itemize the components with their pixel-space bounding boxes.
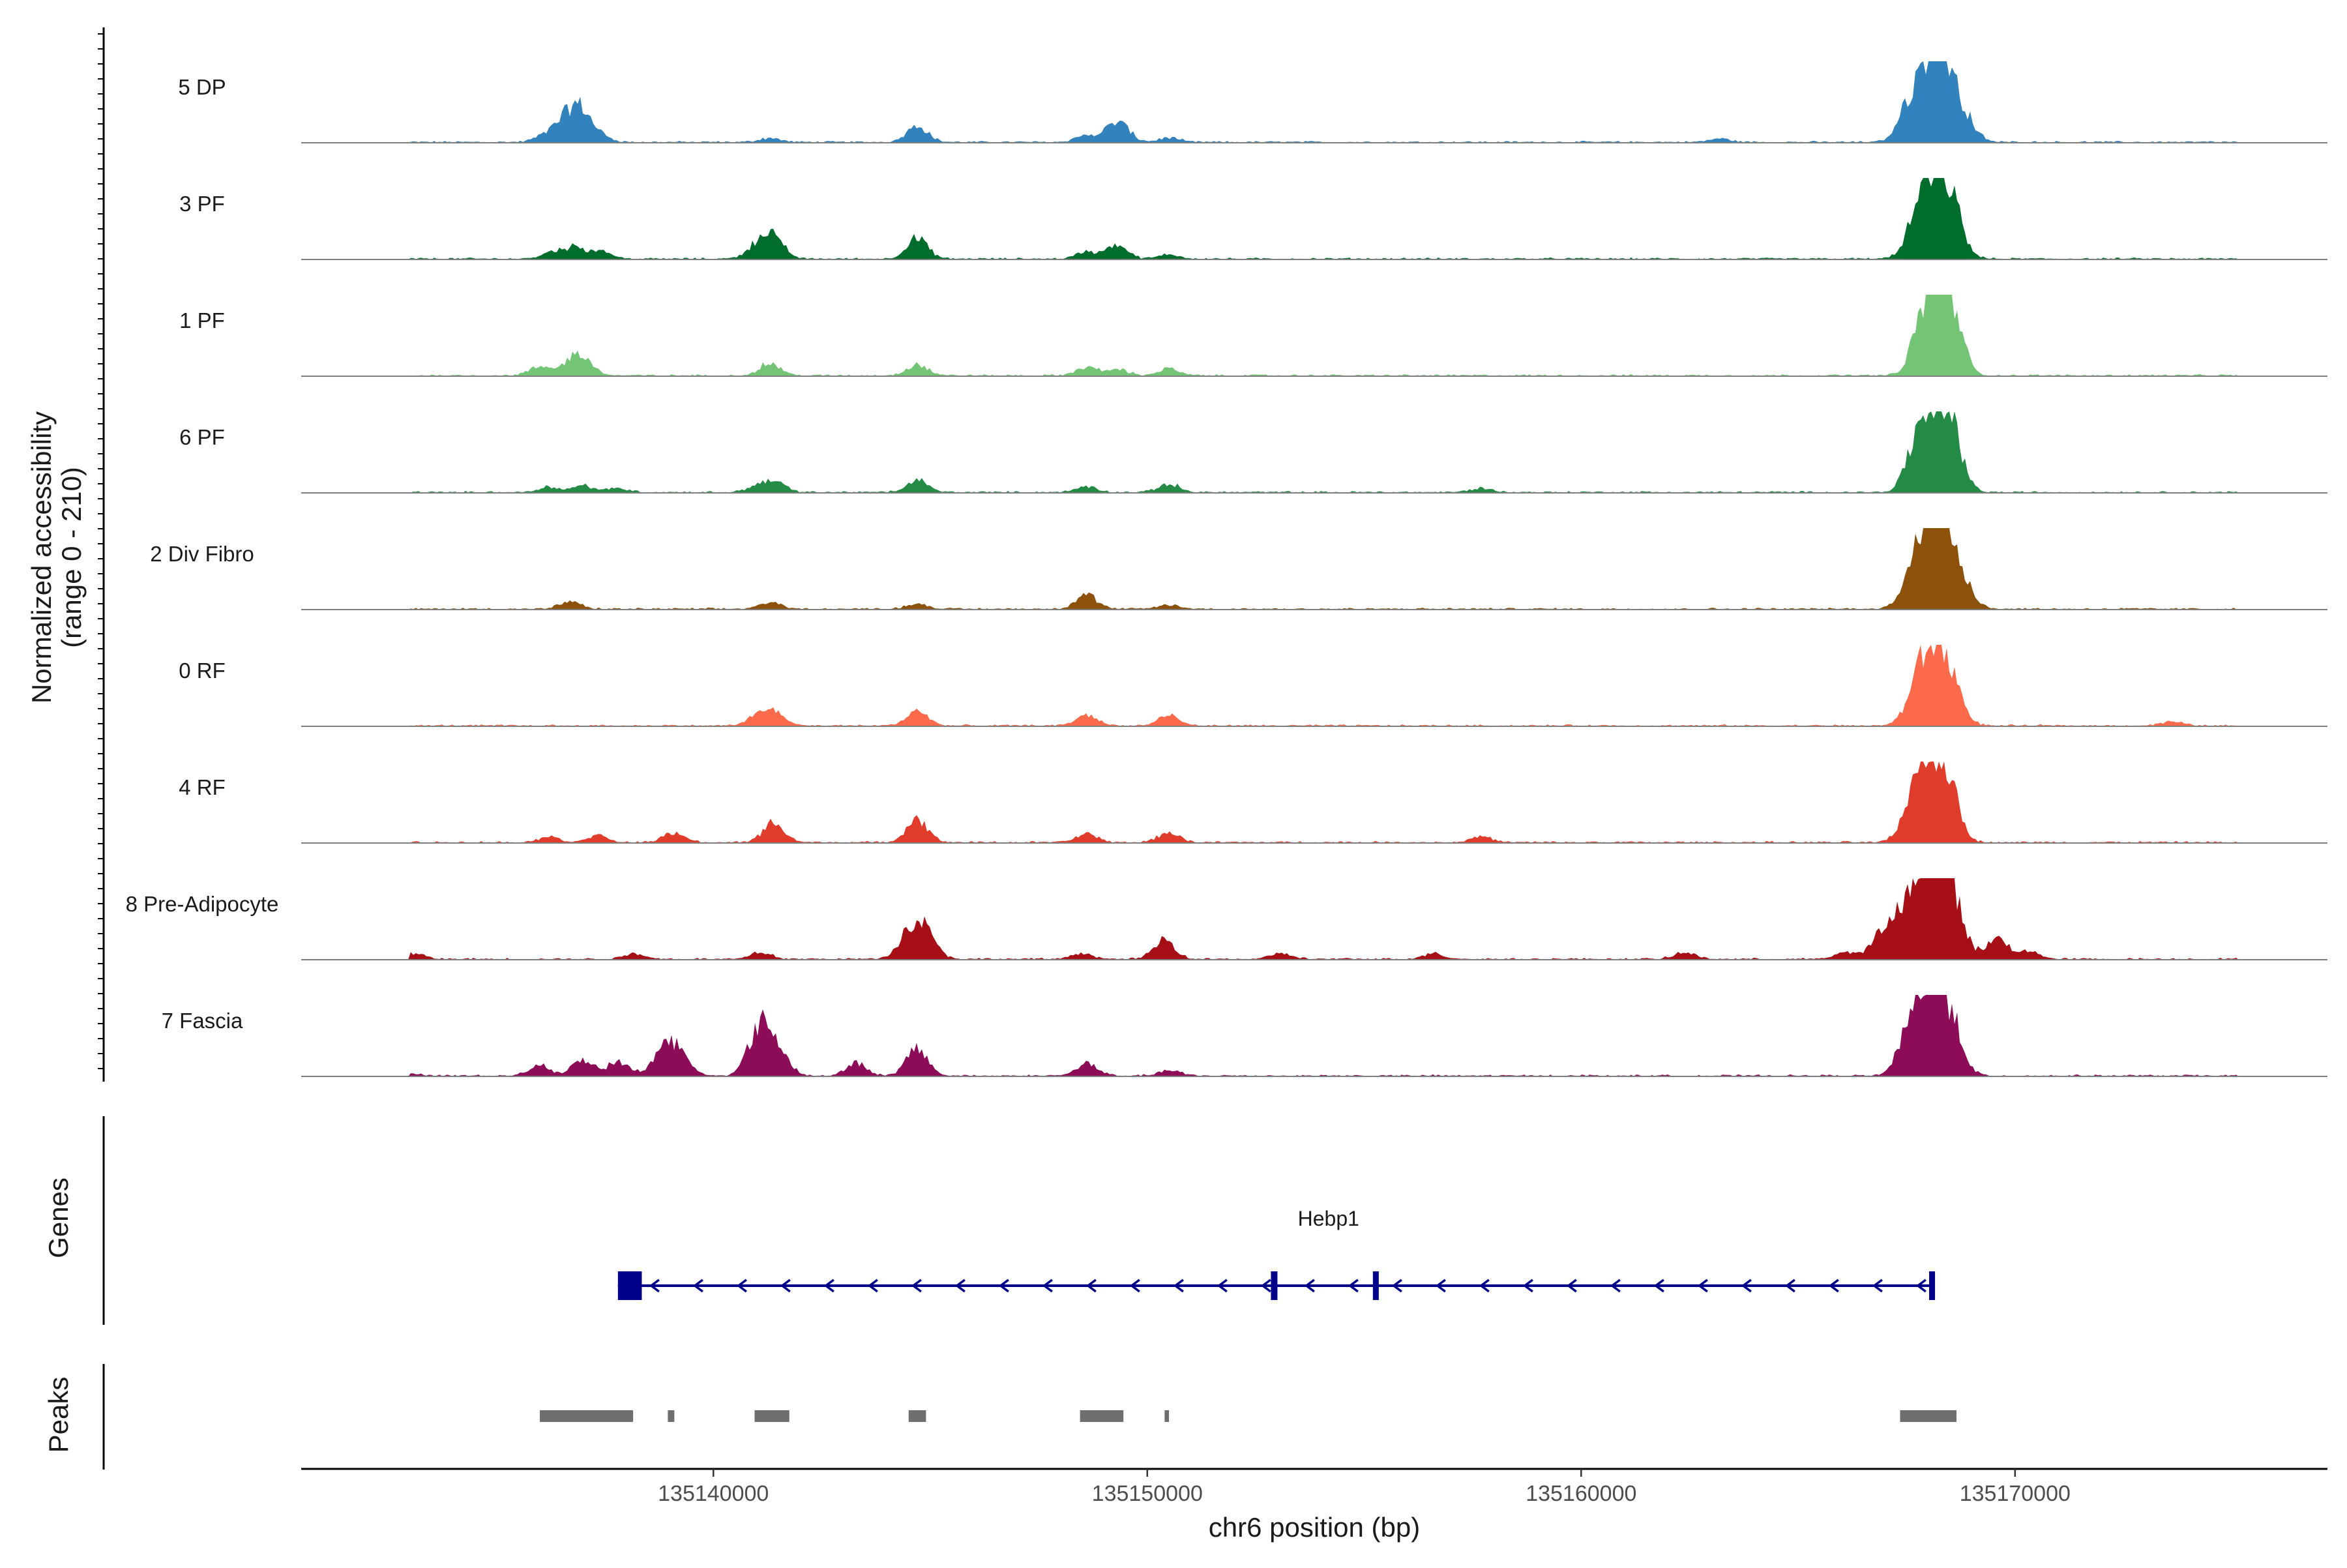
peaks-panel-title: Peaks (43, 1377, 74, 1453)
strand-chevron (1435, 1279, 1446, 1293)
coverage-area (301, 995, 2327, 1076)
strand-chevron (692, 1279, 703, 1293)
gene-exon (1372, 1271, 1379, 1300)
strand-chevron (1129, 1279, 1140, 1293)
axes-layer: 135140000 135150000 135160000 135170000 (98, 27, 2327, 1506)
coverage-area (301, 645, 2327, 726)
gene-exon (1929, 1271, 1936, 1300)
coverage-tracks: 5 DP 3 PF 1 PF 6 PF 2 Div Fibro 0 RF 4 RF 8 Pre… (126, 61, 2327, 1077)
peak-region (668, 1410, 675, 1422)
y-axis-title: Normalized accessibility (26, 411, 57, 703)
coverage-track: 5 DP (178, 61, 2327, 143)
gene-model: Hebp1 (617, 1207, 1936, 1300)
x-tick-label: 135170000 (1960, 1481, 2071, 1506)
strand-chevron (1042, 1279, 1053, 1293)
strand-chevron (1828, 1279, 1839, 1293)
strand-chevron (1522, 1279, 1533, 1293)
x-axis-title: chr6 position (bp) (1209, 1512, 1421, 1543)
strand-chevron (736, 1279, 747, 1293)
strand-chevron (1653, 1279, 1664, 1293)
track-label: 8 Pre-Adipocyte (126, 892, 279, 916)
coverage-track: 3 PF (179, 178, 2327, 260)
strand-chevron (1085, 1279, 1097, 1293)
coverage-area (301, 61, 2327, 143)
x-tick-label: 135160000 (1526, 1481, 1636, 1506)
strand-chevron (1173, 1279, 1184, 1293)
coverage-area (301, 411, 2327, 493)
track-label: 0 RF (179, 658, 226, 683)
strand-chevron (911, 1279, 922, 1293)
strand-chevron (998, 1279, 1009, 1293)
coverage-track: 8 Pre-Adipocyte (126, 878, 2327, 960)
peak-region (1164, 1410, 1170, 1422)
y-axis-range-label: (range 0 - 210) (56, 467, 87, 648)
strand-chevron (649, 1279, 660, 1293)
peak-region (1900, 1410, 1956, 1422)
strand-chevron (780, 1279, 791, 1293)
genes-panel-title: Genes (43, 1177, 74, 1258)
peak-region (540, 1410, 634, 1422)
strand-chevron (954, 1279, 966, 1293)
strand-chevron (1391, 1279, 1402, 1293)
x-tick-label: 135140000 (658, 1481, 769, 1506)
coverage-area (301, 762, 2327, 843)
strand-chevron (1697, 1279, 1708, 1293)
peak-region (754, 1410, 790, 1422)
peak-annotation-panel (102, 1364, 1956, 1470)
strand-chevron (1566, 1279, 1577, 1293)
coverage-track: 0 RF (179, 645, 2327, 727)
coverage-area (301, 528, 2327, 610)
strand-chevron (1872, 1279, 1883, 1293)
coverage-area (301, 295, 2327, 376)
x-tick-label: 135150000 (1092, 1481, 1203, 1506)
track-label: 4 RF (179, 775, 226, 799)
gene-exon (1271, 1271, 1278, 1300)
strand-chevron (1915, 1279, 1926, 1293)
strand-chevron (1610, 1279, 1621, 1293)
coverage-track: 2 Div Fibro (150, 528, 2327, 610)
track-label: 6 PF (179, 425, 225, 449)
strand-chevron (1348, 1279, 1359, 1293)
coverage-area (301, 178, 2327, 259)
coverage-track: 6 PF (179, 411, 2327, 494)
gene-name-label: Hebp1 (1298, 1207, 1359, 1230)
strand-chevron (1479, 1279, 1490, 1293)
coverage-area (301, 878, 2327, 960)
strand-chevron (823, 1279, 834, 1293)
track-label: 3 PF (179, 192, 225, 216)
coverage-track: 1 PF (179, 295, 2327, 377)
track-label: 1 PF (179, 308, 225, 333)
strand-chevron (1217, 1279, 1228, 1293)
strand-chevron (867, 1279, 878, 1293)
strand-chevron (1741, 1279, 1752, 1293)
strand-chevron (1784, 1279, 1795, 1293)
coverage-track: 7 Fascia (162, 995, 2327, 1077)
coverage-track: 4 RF (179, 762, 2327, 844)
strand-chevron (1304, 1279, 1315, 1293)
peak-region (1080, 1410, 1124, 1422)
track-label: 7 Fascia (162, 1009, 243, 1033)
gene-exon (617, 1271, 642, 1300)
gene-annotation-panel: Hebp1 (102, 1116, 1936, 1325)
peak-region (908, 1410, 926, 1422)
track-label: 2 Div Fibro (150, 542, 254, 566)
track-label: 5 DP (178, 75, 226, 99)
strand-chevron (1260, 1279, 1271, 1293)
